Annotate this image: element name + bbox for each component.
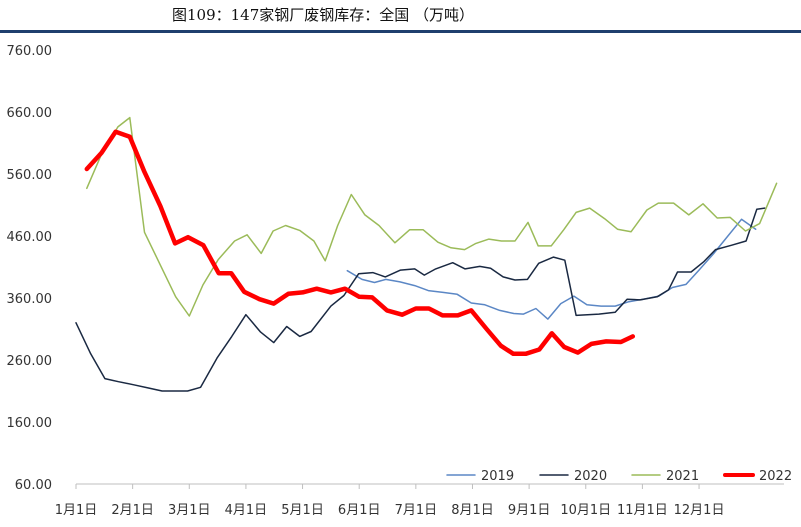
x-tick-label: 4月1日 — [225, 503, 268, 518]
chart-title-bar: 图109：147家钢厂废钢库存：全国 （万吨） — [0, 0, 801, 33]
y-tick-label: 260.00 — [7, 354, 53, 369]
legend-label-2019: 2019 — [481, 469, 514, 484]
legend-label-2020: 2020 — [574, 469, 607, 484]
x-tick-label: 6月1日 — [338, 503, 381, 518]
x-tick-label: 12月1日 — [674, 503, 725, 518]
line-chart: 60.00 160.00 260.00 360.00 460.00 560.00 660.0… — [7, 44, 793, 518]
x-tick-label: 11月1日 — [617, 503, 668, 518]
y-tick-label: 460.00 — [7, 230, 53, 245]
series-line-2021 — [86, 116, 778, 317]
x-tick-label: 7月1日 — [395, 503, 438, 518]
x-tick-label: 10月1日 — [560, 503, 611, 518]
y-tick-label: 560.00 — [7, 168, 53, 183]
y-tick-label: 660.00 — [7, 106, 53, 121]
y-tick-label: 360.00 — [7, 292, 53, 307]
y-tick-label: 160.00 — [7, 416, 53, 431]
y-tick-label: 60.00 — [15, 478, 52, 493]
x-tick-label: 2月1日 — [111, 503, 154, 518]
x-tick-label: 8月1日 — [451, 503, 494, 518]
x-tick-label: 5月1日 — [281, 503, 324, 518]
legend-label-2022: 2022 — [759, 469, 792, 484]
series-line-2019 — [346, 218, 757, 320]
series-line-2022 — [84, 129, 636, 357]
chart-title: 图109：147家钢厂废钢库存：全国 （万吨） — [172, 6, 475, 24]
x-tick-label: 9月1日 — [508, 503, 551, 518]
x-tick-label: 3月1日 — [168, 503, 211, 518]
legend-label-2021: 2021 — [666, 469, 699, 484]
series-line-2020 — [75, 207, 766, 392]
y-tick-label: 760.00 — [7, 44, 53, 59]
x-tick-label: 1月1日 — [55, 503, 98, 518]
